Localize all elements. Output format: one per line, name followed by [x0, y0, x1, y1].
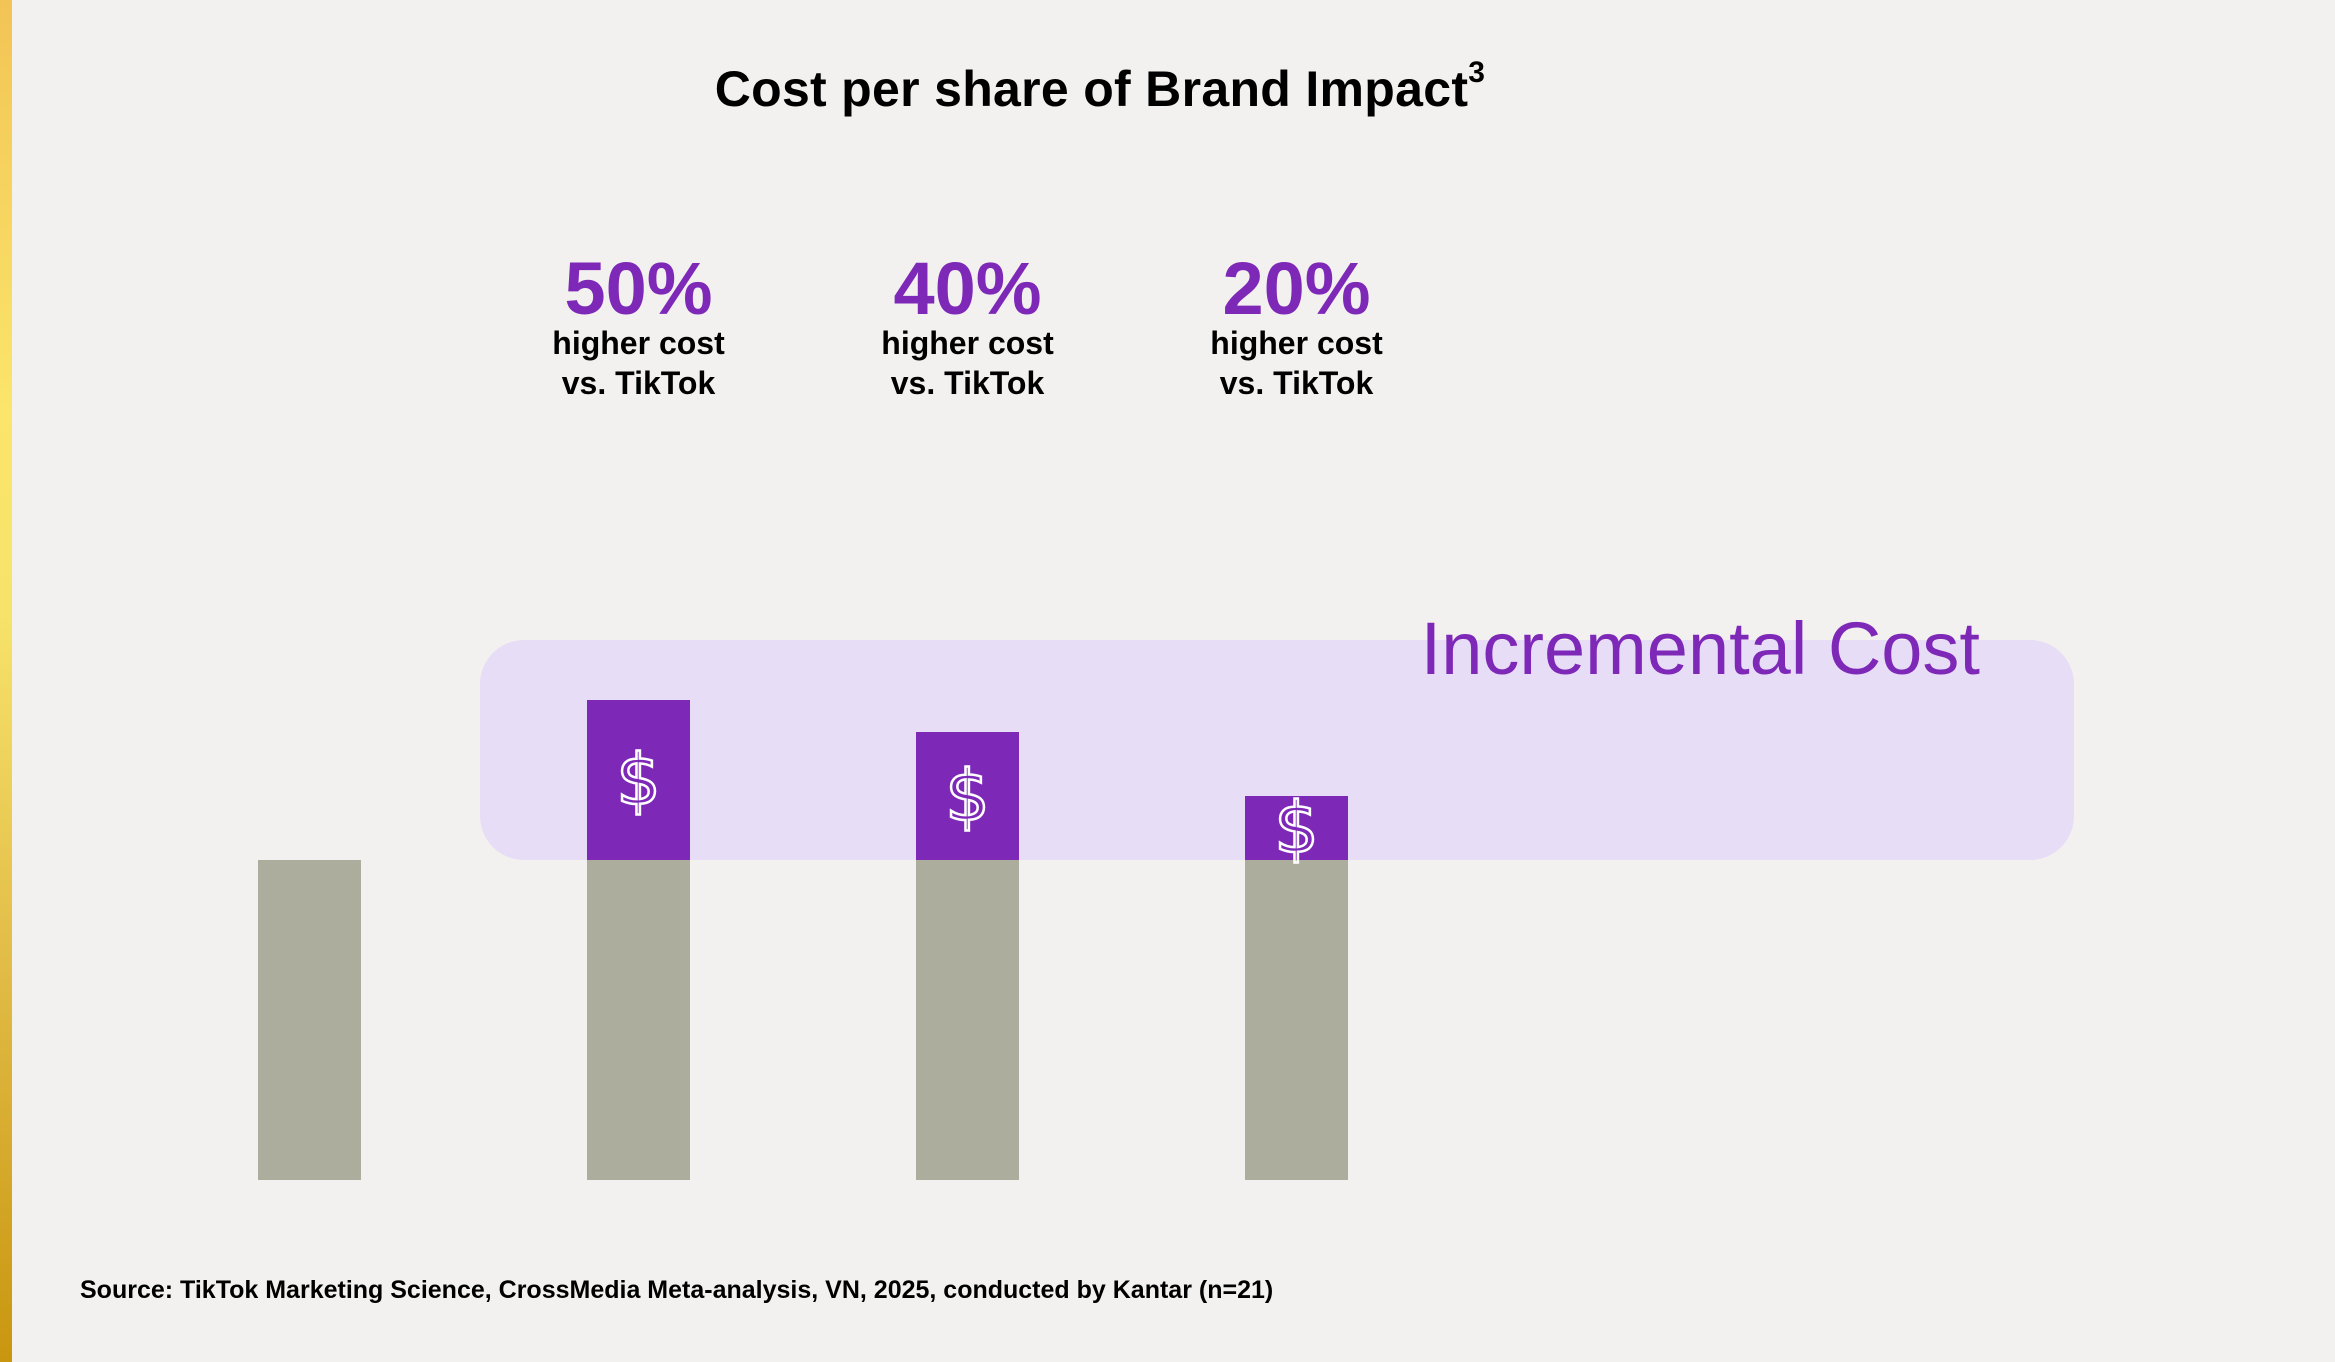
incremental-bar-3: [916, 732, 1019, 860]
base-bar-3: [916, 860, 1019, 1180]
dollar-icon: $: [1274, 787, 1319, 869]
base-bar-4: [1245, 860, 1348, 1180]
incremental-cost-region: [480, 640, 2074, 860]
incremental-bar-2: [587, 700, 690, 860]
annotation-line1-1: higher cost: [552, 325, 725, 361]
dollar-icon: $: [945, 755, 990, 837]
decorative-edge-strip: [0, 0, 12, 1362]
annotation-line2-3: vs. TikTok: [1220, 365, 1374, 401]
dollar-icon: $: [616, 739, 661, 821]
source-note: Source: TikTok Marketing Science, CrossM…: [80, 1276, 1274, 1304]
chart-title: Cost per share of Brand Impact3: [0, 56, 2200, 118]
annotation-line1-2: higher cost: [881, 325, 1054, 361]
chart-title-text: Cost per share of Brand Impact: [714, 61, 1469, 117]
incremental-cost-label: Incremental Cost: [1421, 607, 1981, 690]
base-bar-1: [258, 860, 361, 1180]
base-bar-2: [587, 860, 690, 1180]
annotation-line2-2: vs. TikTok: [891, 365, 1045, 401]
incremental-bar-4: [1245, 796, 1348, 860]
percent-label-2: 40%: [893, 247, 1041, 330]
percent-label-3: 20%: [1222, 247, 1370, 330]
annotation-line2-1: vs. TikTok: [562, 365, 716, 401]
title-footnote-marker: 3: [1468, 56, 1486, 90]
percent-label-1: 50%: [564, 247, 712, 330]
annotation-line1-3: higher cost: [1210, 325, 1383, 361]
